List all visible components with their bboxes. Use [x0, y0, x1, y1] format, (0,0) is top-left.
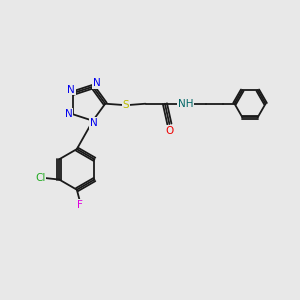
- Text: Cl: Cl: [35, 173, 46, 183]
- Text: N: N: [65, 109, 73, 118]
- Text: NH: NH: [178, 99, 194, 109]
- Text: O: O: [165, 126, 173, 136]
- Text: N: N: [92, 78, 100, 88]
- Text: S: S: [123, 100, 129, 110]
- Text: N: N: [68, 85, 75, 94]
- Text: N: N: [90, 118, 97, 128]
- Text: F: F: [77, 200, 83, 210]
